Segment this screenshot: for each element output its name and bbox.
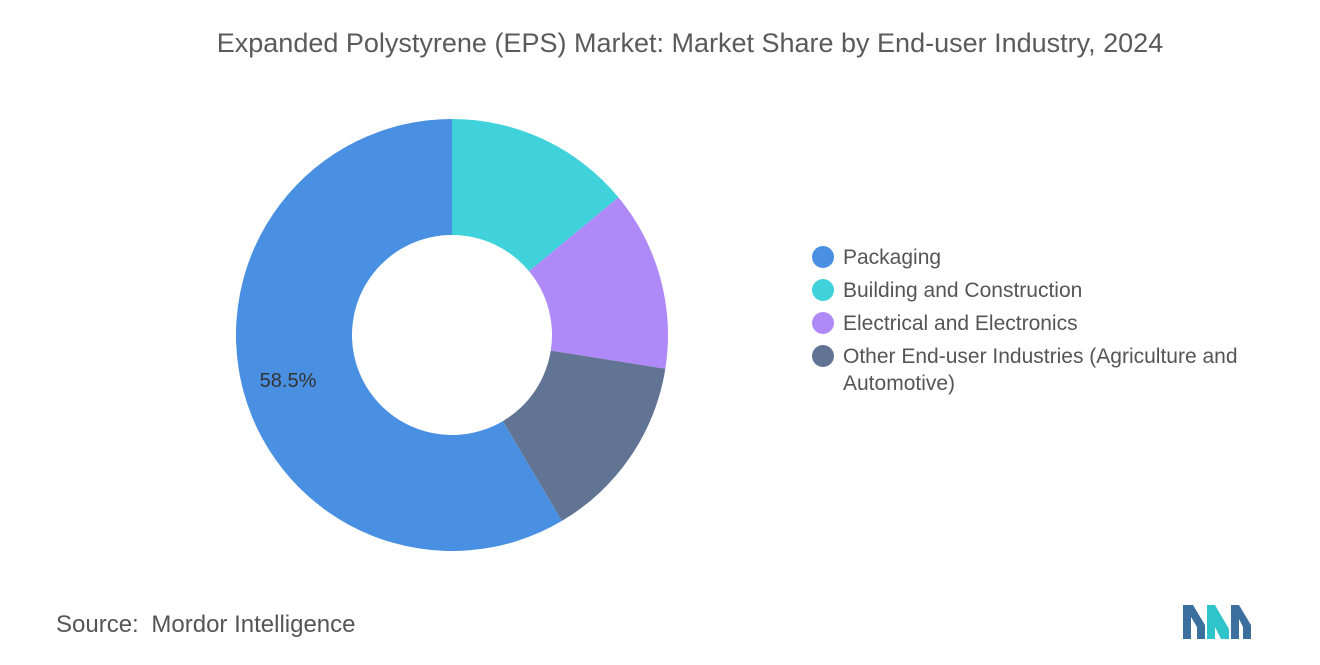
legend-item-1: Building and Construction xyxy=(812,277,1252,304)
legend-item-3: Other End-user Industries (Agriculture a… xyxy=(812,343,1252,397)
source-value: Mordor Intelligence xyxy=(151,611,356,638)
legend-item-0: Packaging xyxy=(812,244,1252,271)
legend-swatch-3 xyxy=(812,345,834,367)
source-note: Source: Mordor Intelligence xyxy=(56,611,356,639)
chart-title: Expanded Polystyrene (EPS) Market: Marke… xyxy=(216,28,1164,58)
chart-legend: Packaging Building and Construction Electr… xyxy=(812,244,1252,403)
legend-label-2: Electrical and Electronics xyxy=(843,312,1078,335)
legend-swatch-2 xyxy=(812,312,834,334)
legend-label-1: Building and Construction xyxy=(843,279,1083,302)
slice-3 xyxy=(502,350,666,521)
mordor-intelligence-logo xyxy=(1183,605,1251,639)
slice-2 xyxy=(529,197,669,369)
legend-swatch-1 xyxy=(812,279,834,301)
legend-label-3: Other End-user Industries (Agriculture a… xyxy=(843,345,1238,395)
slice-1 xyxy=(452,119,619,272)
legend-item-2: Electrical and Electronics xyxy=(812,310,1252,337)
legend-swatch-0 xyxy=(812,246,834,268)
legend-label-0: Packaging xyxy=(843,246,942,269)
slice-label-0: 58.5% xyxy=(260,370,317,392)
slice-0 xyxy=(236,119,562,551)
source-label: Source: xyxy=(56,611,139,638)
